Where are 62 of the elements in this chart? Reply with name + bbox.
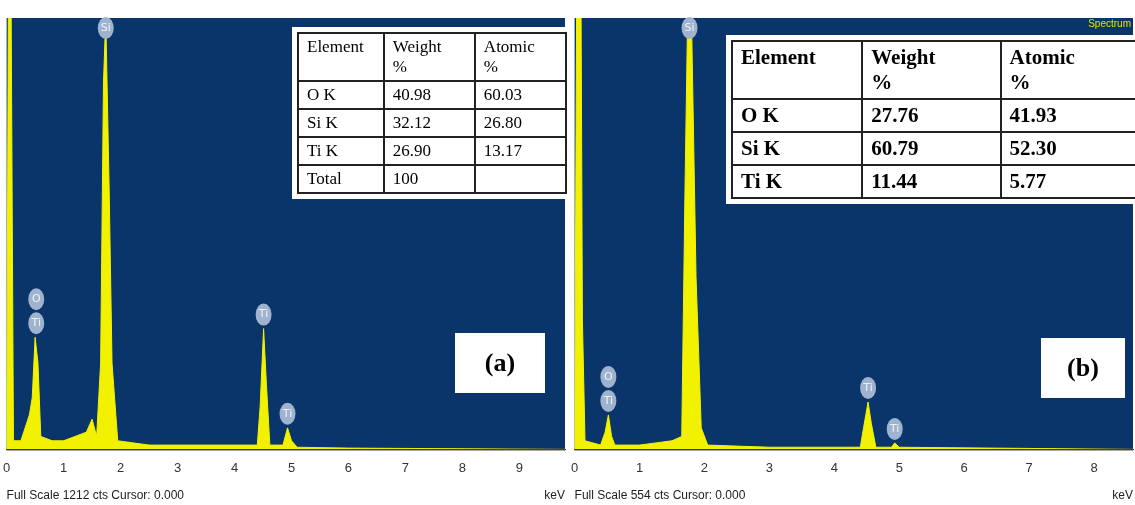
annotation: O [604, 369, 614, 383]
x-tick-label: 5 [895, 459, 903, 475]
annotation: Element [732, 41, 863, 99]
annotation: Si K [298, 109, 384, 137]
x-tick-label: 8 [458, 459, 467, 475]
panel-tag: (b) [1041, 338, 1125, 398]
annotation: Si K [732, 132, 863, 165]
annotation: 5.77 [1000, 165, 1135, 198]
annotation: 11.44 [862, 165, 1001, 198]
annotation: Ti [257, 307, 269, 321]
annotation: O K [732, 99, 863, 132]
annotation: 27.76 [862, 99, 1001, 132]
panel-tag: (a) [455, 333, 545, 393]
annotation: 100 [383, 165, 475, 193]
annotation: 26.80 [474, 109, 566, 137]
x-tick-label: 7 [1025, 459, 1033, 475]
x-tick-label: 4 [230, 459, 239, 475]
annotation: Si [100, 20, 111, 34]
annotation: O K [298, 81, 384, 109]
x-tick-label: 8 [1090, 459, 1098, 475]
annotation: Total [298, 165, 384, 193]
annotation: 32.12 [383, 109, 475, 137]
x-tick-label: 2 [700, 459, 709, 475]
x-tick-label: 1 [635, 459, 644, 475]
x-tick-label: 6 [960, 459, 968, 475]
x-tick-label: 4 [830, 459, 838, 475]
x-tick-label: 6 [344, 459, 353, 475]
x-tick-label: 1 [59, 459, 68, 475]
annotation: Ti [888, 421, 900, 435]
x-axis-title: keV [544, 488, 565, 502]
annotation: Si [684, 20, 695, 34]
annotation: Weight % [862, 41, 1001, 99]
x-tick-label: 3 [173, 459, 182, 475]
annotation: 60.03 [474, 81, 566, 109]
annotation: 41.93 [1000, 99, 1135, 132]
text: Full Scale 554 cts Cursor: 0.000 [574, 488, 746, 502]
x-axis-title: keV [1112, 488, 1133, 502]
x-tick-label: 7 [401, 459, 410, 475]
x-tick-label: 9 [515, 459, 524, 475]
chart-title: Spectrum [1088, 18, 1131, 29]
annotation: 13.17 [474, 137, 566, 165]
annotation: O [31, 292, 41, 306]
x-tick-label: 0 [3, 459, 11, 475]
annotation: 60.79 [862, 132, 1001, 165]
annotation: 52.30 [1000, 132, 1135, 165]
annotation: Ti K [298, 137, 384, 165]
annotation: Element [298, 33, 384, 81]
annotation: 26.90 [383, 137, 475, 165]
annotation: Weight % [383, 33, 475, 81]
x-tick-label: 0 [571, 459, 579, 475]
text: Full Scale 1212 cts Cursor: 0.000 [6, 488, 185, 502]
annotation: 40.98 [383, 81, 475, 109]
annotation: Ti [30, 316, 41, 330]
annotation: Ti K [732, 165, 863, 198]
x-tick-label: 3 [765, 459, 774, 475]
x-tick-label: 5 [287, 459, 296, 475]
annotation: Ti [281, 406, 293, 420]
annotation: Ti [862, 380, 873, 394]
x-tick-label: 2 [116, 459, 125, 475]
annotation: Atomic % [1000, 41, 1135, 99]
annotation: Ti [602, 393, 614, 407]
annotation: Atomic % [474, 33, 566, 81]
